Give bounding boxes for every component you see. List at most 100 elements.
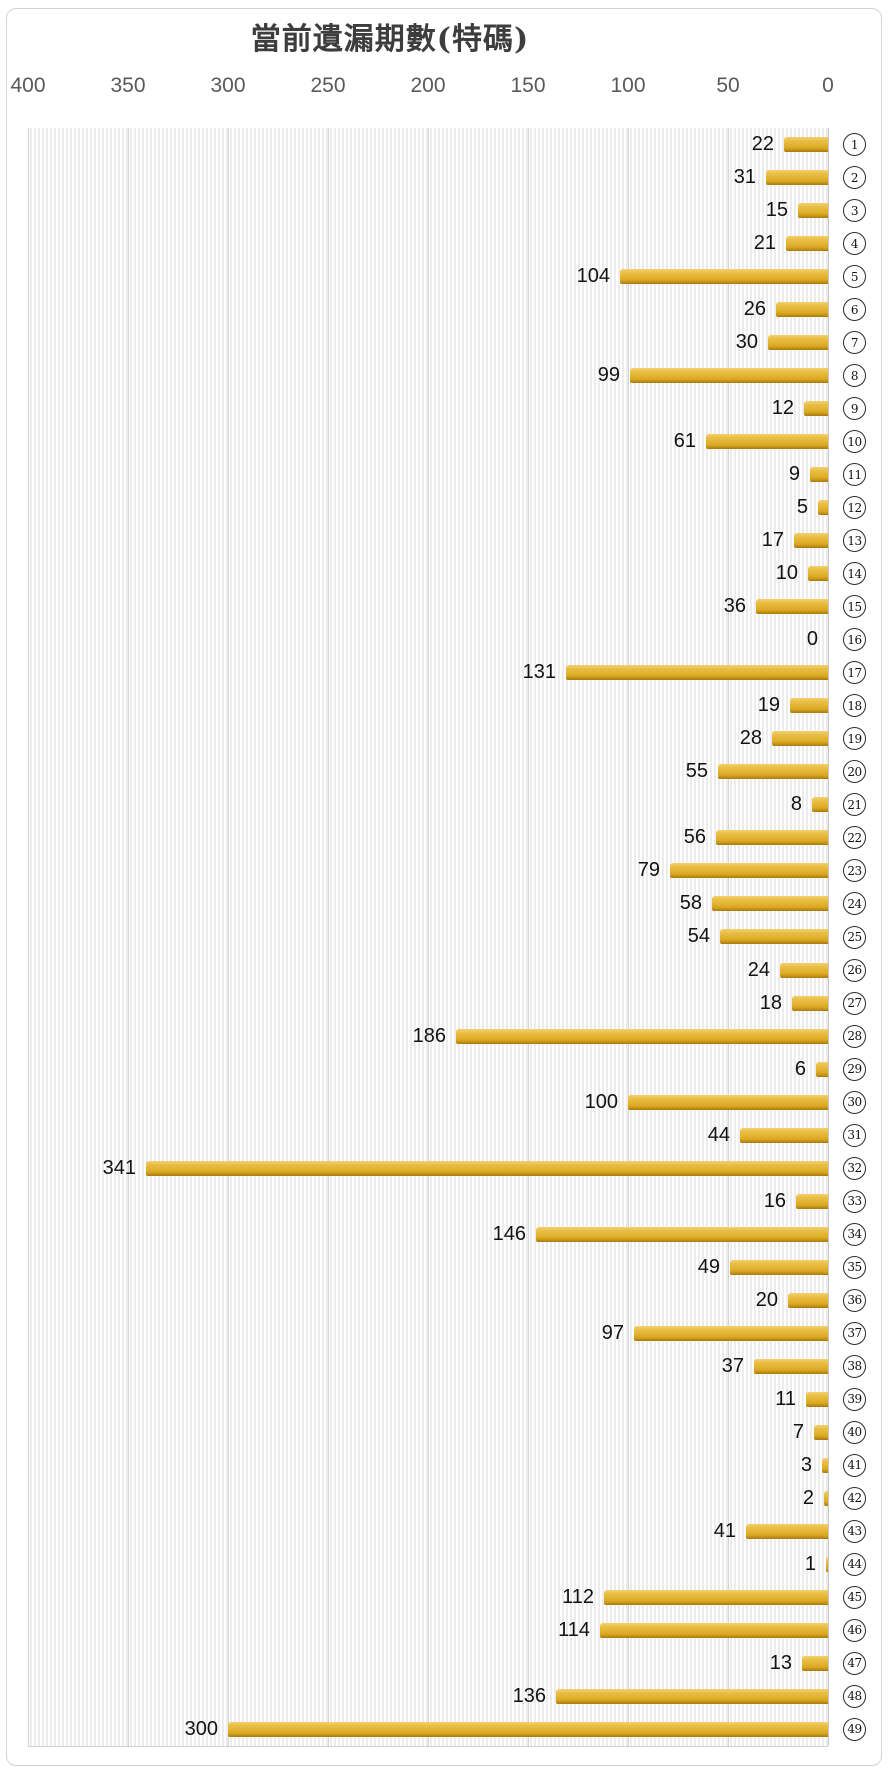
category-circle: 30 bbox=[843, 1090, 866, 1114]
category-number: 43 bbox=[847, 1524, 862, 1539]
category-circle: 25 bbox=[843, 925, 866, 949]
bar-row: 9 bbox=[28, 458, 828, 491]
bar-value-label: 2 bbox=[802, 1486, 814, 1509]
bar bbox=[788, 1292, 828, 1308]
category-circle: 31 bbox=[843, 1123, 866, 1147]
category-circle: 46 bbox=[843, 1618, 866, 1642]
bar bbox=[808, 566, 828, 582]
category-circle: 43 bbox=[843, 1519, 866, 1543]
bar-value-label: 136 bbox=[512, 1684, 546, 1707]
bar-row: 58 bbox=[28, 887, 828, 920]
bar-row: 112 bbox=[28, 1581, 828, 1614]
bar-row: 22 bbox=[28, 128, 828, 161]
bar-row: 341 bbox=[28, 1152, 828, 1185]
bar bbox=[712, 896, 828, 912]
category-circle: 10 bbox=[843, 430, 866, 454]
bar bbox=[772, 731, 828, 747]
bar bbox=[798, 203, 828, 219]
bar-row: 12 bbox=[28, 392, 828, 425]
category-circle: 29 bbox=[843, 1057, 866, 1081]
bar-value-label: 22 bbox=[751, 133, 774, 155]
category-number: 34 bbox=[847, 1227, 862, 1242]
bar-row: 114 bbox=[28, 1614, 828, 1647]
x-axis-tick-label: 50 bbox=[716, 74, 740, 97]
bar bbox=[756, 599, 828, 615]
category-circle: 6 bbox=[843, 298, 866, 322]
category-number: 39 bbox=[847, 1392, 862, 1407]
bar-value-label: 28 bbox=[739, 727, 762, 750]
bar bbox=[792, 995, 828, 1011]
category-number: 33 bbox=[847, 1194, 862, 1209]
bar-row: 8 bbox=[28, 788, 828, 821]
gridline bbox=[228, 128, 229, 1746]
bar bbox=[746, 1523, 828, 1539]
gridline bbox=[28, 128, 29, 1746]
category-circle: 11 bbox=[843, 463, 866, 487]
bar-row: 28 bbox=[28, 722, 828, 755]
category-circle: 9 bbox=[843, 397, 866, 421]
category-circle: 27 bbox=[843, 991, 866, 1015]
bar bbox=[818, 500, 828, 516]
bar-row: 99 bbox=[28, 359, 828, 392]
category-circle: 38 bbox=[843, 1354, 866, 1378]
category-number: 49 bbox=[847, 1722, 862, 1737]
category-circle: 48 bbox=[843, 1684, 866, 1708]
category-circle: 42 bbox=[843, 1486, 866, 1510]
category-number: 8 bbox=[850, 368, 859, 383]
bar bbox=[796, 1193, 828, 1209]
x-axis-tick-label: 150 bbox=[510, 74, 546, 97]
bar bbox=[768, 335, 828, 351]
bar bbox=[826, 1556, 828, 1572]
category-circle: 15 bbox=[843, 595, 866, 619]
category-number: 40 bbox=[847, 1425, 862, 1440]
bar bbox=[566, 665, 828, 681]
category-number: 9 bbox=[850, 401, 859, 416]
category-circle: 7 bbox=[843, 331, 866, 355]
bar bbox=[670, 863, 828, 879]
bar-row: 36 bbox=[28, 590, 828, 623]
bar-value-label: 0 bbox=[806, 628, 818, 651]
category-number: 12 bbox=[847, 500, 862, 515]
category-number: 15 bbox=[847, 599, 862, 614]
category-number: 37 bbox=[847, 1326, 862, 1341]
bar-row: 11 bbox=[28, 1383, 828, 1416]
bar-row: 104 bbox=[28, 260, 828, 293]
category-number: 41 bbox=[847, 1458, 862, 1473]
axis-zero-line bbox=[828, 128, 829, 1746]
bar-row: 5 bbox=[28, 491, 828, 524]
bar-row: 6 bbox=[28, 1053, 828, 1086]
bar-row: 97 bbox=[28, 1317, 828, 1350]
x-axis-tick-label: 0 bbox=[822, 74, 834, 97]
bar-row: 17 bbox=[28, 524, 828, 557]
bar-value-label: 31 bbox=[733, 166, 756, 189]
category-circle: 49 bbox=[843, 1717, 866, 1741]
bar-value-label: 11 bbox=[775, 1387, 796, 1410]
bar bbox=[716, 830, 828, 846]
category-circle: 1 bbox=[843, 133, 866, 156]
category-number: 32 bbox=[847, 1161, 862, 1176]
category-number: 7 bbox=[850, 335, 859, 350]
x-axis-tick-label: 400 bbox=[10, 74, 46, 97]
bar bbox=[146, 1160, 828, 1176]
bar bbox=[784, 137, 828, 152]
bar-row: 56 bbox=[28, 821, 828, 854]
bar-row: 44 bbox=[28, 1119, 828, 1152]
x-axis-tick-label: 300 bbox=[210, 74, 246, 97]
x-axis-tick-label: 350 bbox=[110, 74, 146, 97]
bar bbox=[620, 269, 828, 285]
category-number: 47 bbox=[847, 1656, 862, 1671]
bar-value-label: 3 bbox=[800, 1453, 812, 1476]
bar bbox=[630, 368, 828, 384]
category-circle: 47 bbox=[843, 1651, 866, 1675]
bar-row: 20 bbox=[28, 1284, 828, 1317]
category-circle: 36 bbox=[843, 1288, 866, 1312]
bar-row: 136 bbox=[28, 1680, 828, 1713]
category-circle: 3 bbox=[843, 199, 866, 223]
category-circle: 37 bbox=[843, 1321, 866, 1345]
bar bbox=[822, 1457, 828, 1473]
category-column: 1 2 3 4 5 6 7 8 9 10 11 12 13 14 15 16 17 18 19 20 21 22 23 24 2… bbox=[828, 128, 888, 1746]
bar bbox=[806, 1391, 828, 1407]
bar-value-label: 131 bbox=[522, 661, 556, 684]
category-circle: 5 bbox=[843, 265, 866, 289]
bar bbox=[776, 302, 828, 318]
